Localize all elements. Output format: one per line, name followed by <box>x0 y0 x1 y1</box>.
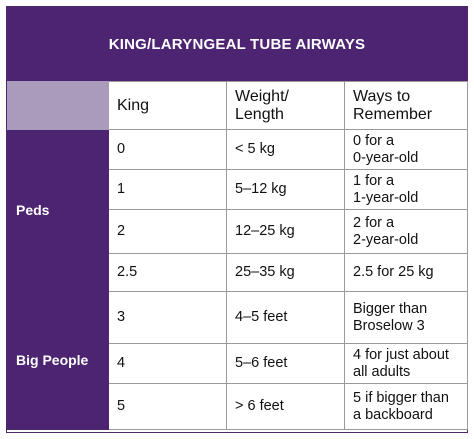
header-ways-to-remember: Ways to Remember <box>344 81 468 130</box>
ways-cell: 2.5 for 25 kg <box>344 253 468 292</box>
group-label-peds: Peds <box>7 129 109 292</box>
ways-cell: 4 for just about all adults <box>344 343 468 384</box>
ways-cell: Bigger than Broselow 3 <box>344 291 468 344</box>
header-corner-cell <box>7 81 109 130</box>
airway-table: King Weight/ Length Ways to Remember Ped… <box>7 81 468 430</box>
airway-table-card: KING/LARYNGEAL TUBE AIRWAYS King Weight/… <box>6 6 468 433</box>
weight-cell: 4–5 feet <box>226 291 345 344</box>
header-king: King <box>108 81 227 130</box>
weight-cell: 5–6 feet <box>226 343 345 384</box>
table-row: 1 5–12 kg 1 for a 1-year-old <box>8 169 468 210</box>
table-row: Peds 0 < 5 kg 0 for a 0-year-old <box>7 129 468 292</box>
group-label-big-people: Big People <box>7 291 109 430</box>
table-row: 4 5–6 feet 4 for just about all adults <box>8 343 468 384</box>
king-size-cell: 4 <box>108 343 227 384</box>
weight-cell: < 5 kg <box>226 129 345 170</box>
header-row: King Weight/ Length Ways to Remember <box>7 81 468 130</box>
ways-cell: 0 for a 0-year-old <box>344 129 468 170</box>
king-size-cell: 2 <box>108 209 227 254</box>
weight-cell: > 6 feet <box>226 383 345 430</box>
table-row: 5 > 6 feet 5 if bigger than a backboard <box>8 383 468 430</box>
king-size-cell: 1 <box>108 169 227 210</box>
table-title: KING/LARYNGEAL TUBE AIRWAYS <box>7 7 467 81</box>
king-size-cell: 5 <box>108 383 227 430</box>
king-size-cell: 2.5 <box>108 253 227 292</box>
ways-cell: 1 for a 1-year-old <box>344 169 468 210</box>
table-row: Big People 3 4–5 feet Bigger than Brosel… <box>7 291 468 430</box>
weight-cell: 12–25 kg <box>226 209 345 254</box>
king-size-cell: 0 <box>108 129 227 170</box>
king-size-cell: 3 <box>108 291 227 344</box>
header-weight-length: Weight/ Length <box>226 81 345 130</box>
weight-cell: 25–35 kg <box>226 253 345 292</box>
ways-cell: 5 if bigger than a backboard <box>344 383 468 430</box>
weight-cell: 5–12 kg <box>226 169 345 210</box>
ways-cell: 2 for a 2-year-old <box>344 209 468 254</box>
